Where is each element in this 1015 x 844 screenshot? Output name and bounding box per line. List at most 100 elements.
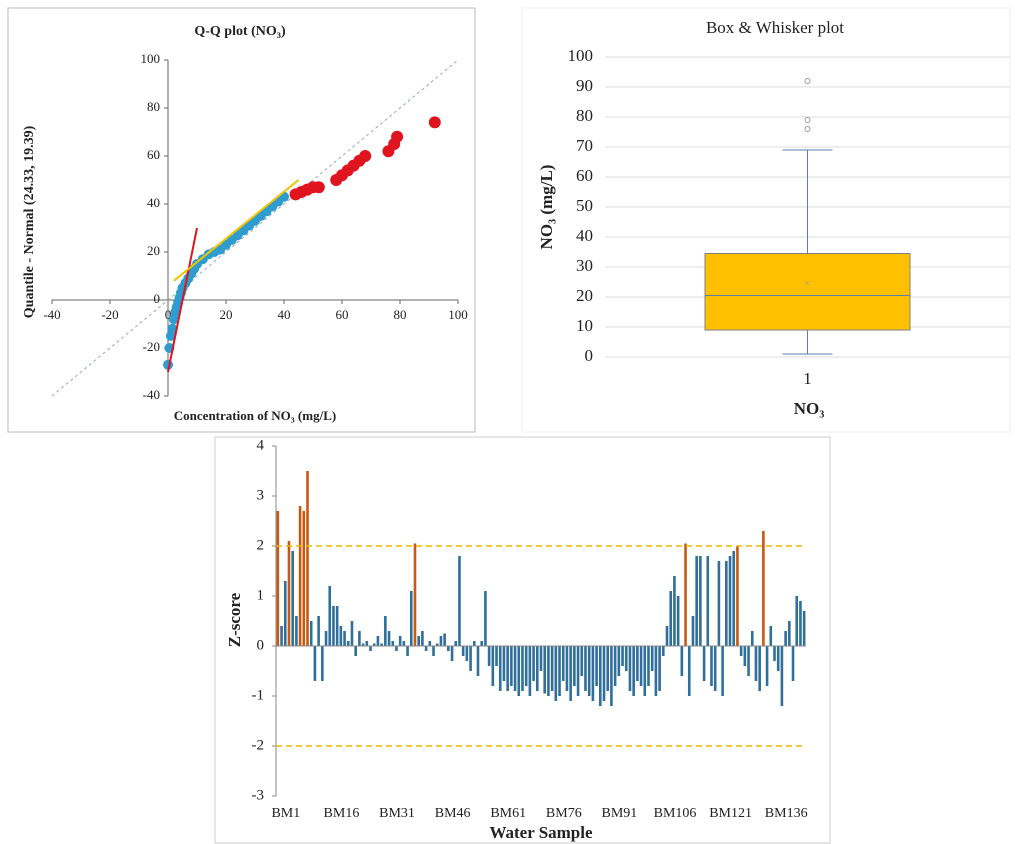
y-tick-label: 2 xyxy=(257,537,265,553)
x-tick-label: BM1 xyxy=(271,806,300,821)
x-tick-label: 100 xyxy=(448,307,468,322)
bar xyxy=(495,646,498,666)
bar xyxy=(710,646,713,686)
bar xyxy=(591,646,595,701)
y-tick-label: 80 xyxy=(147,99,160,114)
bar xyxy=(391,641,395,646)
bar xyxy=(458,556,461,646)
bar xyxy=(413,543,417,646)
bar xyxy=(569,646,572,701)
bar xyxy=(725,561,728,646)
bar xyxy=(384,616,387,646)
bar xyxy=(480,641,483,646)
bar xyxy=(491,646,495,686)
y-tick-label: 10 xyxy=(576,316,593,335)
bar xyxy=(587,646,591,696)
bar xyxy=(295,616,298,646)
bar xyxy=(487,646,491,666)
bar xyxy=(691,616,695,646)
bar xyxy=(713,646,717,691)
bar xyxy=(558,646,561,696)
bar xyxy=(621,646,624,666)
bar xyxy=(280,626,283,646)
bar xyxy=(669,591,673,646)
bar xyxy=(517,646,521,696)
bar xyxy=(776,646,780,671)
bar xyxy=(676,596,680,646)
x-tick-label: 0 xyxy=(165,307,172,322)
bar xyxy=(624,646,628,671)
bar xyxy=(617,646,621,676)
y-tick-label: 60 xyxy=(147,147,160,162)
bar xyxy=(465,646,469,661)
bar xyxy=(532,646,535,681)
qq-frame xyxy=(7,7,476,433)
bar xyxy=(610,646,613,706)
y-tick-label: 0 xyxy=(257,637,265,653)
bar xyxy=(684,543,687,646)
bar xyxy=(658,646,661,691)
y-tick-label: 40 xyxy=(576,226,593,245)
bar xyxy=(780,646,784,706)
bar xyxy=(350,621,354,646)
x-tick-label: 60 xyxy=(336,307,349,322)
bar xyxy=(298,506,302,646)
x-tick-label: 20 xyxy=(220,307,233,322)
x-axis-label: Concentration of NO₃ (mg/L) xyxy=(174,408,336,423)
bar xyxy=(769,626,773,646)
bar xyxy=(428,641,432,646)
bar xyxy=(461,646,465,656)
y-tick-label: 30 xyxy=(576,256,593,275)
bar xyxy=(332,606,335,646)
bar xyxy=(358,631,361,646)
bar xyxy=(447,646,450,651)
bar xyxy=(439,636,443,646)
x-tick-label: 40 xyxy=(278,307,291,322)
bar xyxy=(528,646,532,696)
x-tick-label: 1 xyxy=(803,369,812,388)
bar xyxy=(758,646,761,691)
bar xyxy=(647,646,650,686)
point xyxy=(428,116,441,129)
bar xyxy=(443,633,446,646)
bar xyxy=(732,551,736,646)
bar xyxy=(372,643,376,646)
bar xyxy=(791,646,795,681)
bar xyxy=(628,646,632,691)
bar xyxy=(321,646,324,681)
chart-title: Box & Whisker plot xyxy=(706,18,844,37)
y-tick-label: 100 xyxy=(141,51,161,66)
y-tick-label: -20 xyxy=(143,339,160,354)
y-tick-label: -2 xyxy=(252,737,265,753)
bar xyxy=(665,626,669,646)
bar xyxy=(339,626,343,646)
bar xyxy=(721,646,724,696)
x-axis-label: NO₃ xyxy=(794,399,825,418)
bar xyxy=(376,636,380,646)
bar xyxy=(309,621,313,646)
bar xyxy=(424,646,428,651)
x-tick-label: BM121 xyxy=(709,806,752,821)
x-tick-label: BM16 xyxy=(324,806,360,821)
bar xyxy=(788,621,791,646)
bar xyxy=(328,586,332,646)
chart-title: Q-Q plot (NO₃) xyxy=(194,24,286,39)
bar xyxy=(795,596,799,646)
box-frame xyxy=(521,7,1011,433)
bar xyxy=(550,646,554,691)
bar xyxy=(584,646,587,691)
bar xyxy=(472,641,476,646)
x-tick-label: BM46 xyxy=(435,806,471,821)
bar xyxy=(421,631,424,646)
bar xyxy=(576,646,580,696)
bar xyxy=(565,646,569,691)
bar xyxy=(543,646,547,694)
bar xyxy=(606,646,610,691)
bar xyxy=(510,646,513,686)
bar xyxy=(561,646,565,681)
bar xyxy=(335,606,339,646)
bar xyxy=(750,631,754,646)
point xyxy=(391,130,404,143)
bar xyxy=(306,471,309,646)
